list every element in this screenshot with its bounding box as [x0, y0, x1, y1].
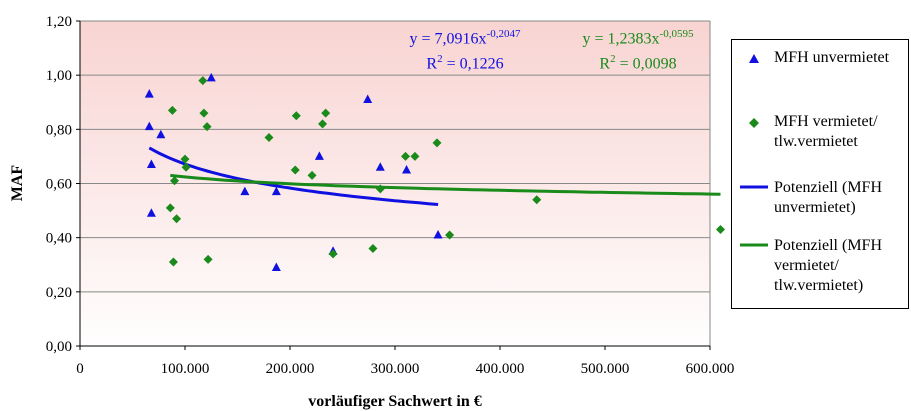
axes: [76, 20, 711, 350]
diamond-point: [170, 176, 179, 186]
y-tick-label: 1,00: [46, 68, 72, 84]
diamond-point: [168, 257, 178, 267]
diamond-point: [368, 244, 378, 253]
x-tick-label: 300.000: [371, 361, 420, 377]
diamond-marker-icon: [749, 118, 759, 128]
diamond-point: [172, 214, 182, 224]
legend: MFH unvermietet MFH vermietet/ tlw.vermi…: [731, 39, 909, 309]
equation-green-formula: y = 1,2383x-0,0595: [582, 28, 694, 48]
diamond-point: [432, 138, 442, 148]
diamond-point: [321, 108, 331, 118]
legend-item-trend-green: Potenziell (MFH vermietet/ tlw.vermietet…: [732, 236, 908, 306]
diamond-point: [203, 254, 213, 264]
x-tick-label: 500.000: [581, 361, 630, 377]
diamond-point: [410, 151, 420, 161]
y-tick-label: 0,60: [46, 177, 72, 193]
triangle-point: [271, 262, 281, 271]
x-tick-label: 100.000: [161, 361, 210, 377]
triangle-point: [144, 121, 154, 131]
y-tick-label: 1,20: [46, 14, 72, 30]
green-line-icon: [740, 243, 768, 247]
gridlines: [80, 20, 711, 346]
legend-label-trend-blue: Potenziell (MFH unvermietet): [774, 179, 882, 216]
x-tick-label: 400.000: [476, 361, 525, 377]
equation-blue: y = 7,0916x-0,2047 R2 = 0,1226: [380, 24, 550, 75]
x-tick-label: 600.000: [686, 361, 735, 377]
equation-blue-r2: R2 = 0,1226: [426, 53, 504, 73]
diamond-point: [165, 203, 175, 213]
equation-green: y = 1,2383x-0,0595 R2 = 0,0098: [553, 24, 723, 75]
y-tick-label: 0,80: [46, 122, 72, 138]
diamond-point: [181, 162, 191, 172]
triangle-point: [146, 208, 156, 217]
diamond-point: [290, 165, 300, 175]
blue-line-icon: [740, 185, 768, 189]
legend-label-trend-green: Potenziell (MFH vermietet/ tlw.vermietet…: [774, 237, 882, 294]
diamond-point: [445, 230, 455, 240]
triangle-point: [402, 164, 412, 174]
y-tick-label: 0,00: [46, 339, 72, 355]
legend-label-vermietet: MFH vermietet/ tlw.vermietet: [774, 113, 878, 150]
diamond-point: [180, 154, 190, 164]
trendline-green: [170, 173, 721, 196]
diamond-point: [264, 132, 274, 142]
triangle-point: [271, 186, 281, 196]
y-tick-label: 0,40: [46, 231, 72, 247]
diamond-point: [167, 105, 177, 115]
diamond-point: [318, 119, 328, 129]
diamond-point: [199, 108, 209, 118]
triangle-point: [156, 129, 166, 139]
tick-labels: 0,00 0,20 0,40 0,60 0,80 1,00 1,20 0 100.000 200.…: [46, 14, 735, 377]
triangle-marker-icon: [749, 54, 759, 63]
diamond-point: [307, 170, 317, 180]
y-axis-label: MAF: [9, 165, 26, 202]
diamond-point: [202, 122, 212, 132]
triangle-point: [314, 151, 324, 160]
x-tick-label: 200.000: [266, 361, 315, 377]
x-tick-label: 0: [76, 361, 84, 377]
legend-label-unvermietet: MFH unvermietet: [774, 49, 890, 66]
diamond-point: [401, 151, 410, 161]
triangle-point: [363, 94, 373, 104]
diamond-point: [291, 111, 301, 121]
triangle-point: [206, 72, 216, 82]
x-axis-label: vorläufiger Sachwert in €: [308, 393, 481, 410]
triangle-point: [240, 186, 250, 196]
trendlines: [148, 146, 721, 206]
diamond-point: [375, 184, 385, 194]
y-tick-label: 0,20: [46, 285, 72, 301]
triangle-point: [375, 162, 385, 171]
diamond-point: [198, 76, 208, 86]
diamond-point: [532, 195, 542, 205]
diamond-point: [716, 225, 725, 235]
diamond-point: [328, 249, 338, 259]
legend-item-unvermietet: MFH unvermietet: [732, 48, 908, 108]
trendline-blue: [148, 146, 439, 206]
triangle-point: [144, 89, 154, 98]
legend-item-vermietet: MFH vermietet/ tlw.vermietet: [732, 112, 908, 172]
equation-green-r2: R2 = 0,0098: [599, 53, 677, 73]
equation-blue-formula: y = 7,0916x-0,2047: [409, 28, 521, 48]
triangle-point: [146, 159, 156, 169]
legend-item-trend-blue: Potenziell (MFH unvermietet): [732, 178, 908, 238]
data-points: [144, 72, 725, 271]
triangle-point: [433, 229, 443, 239]
